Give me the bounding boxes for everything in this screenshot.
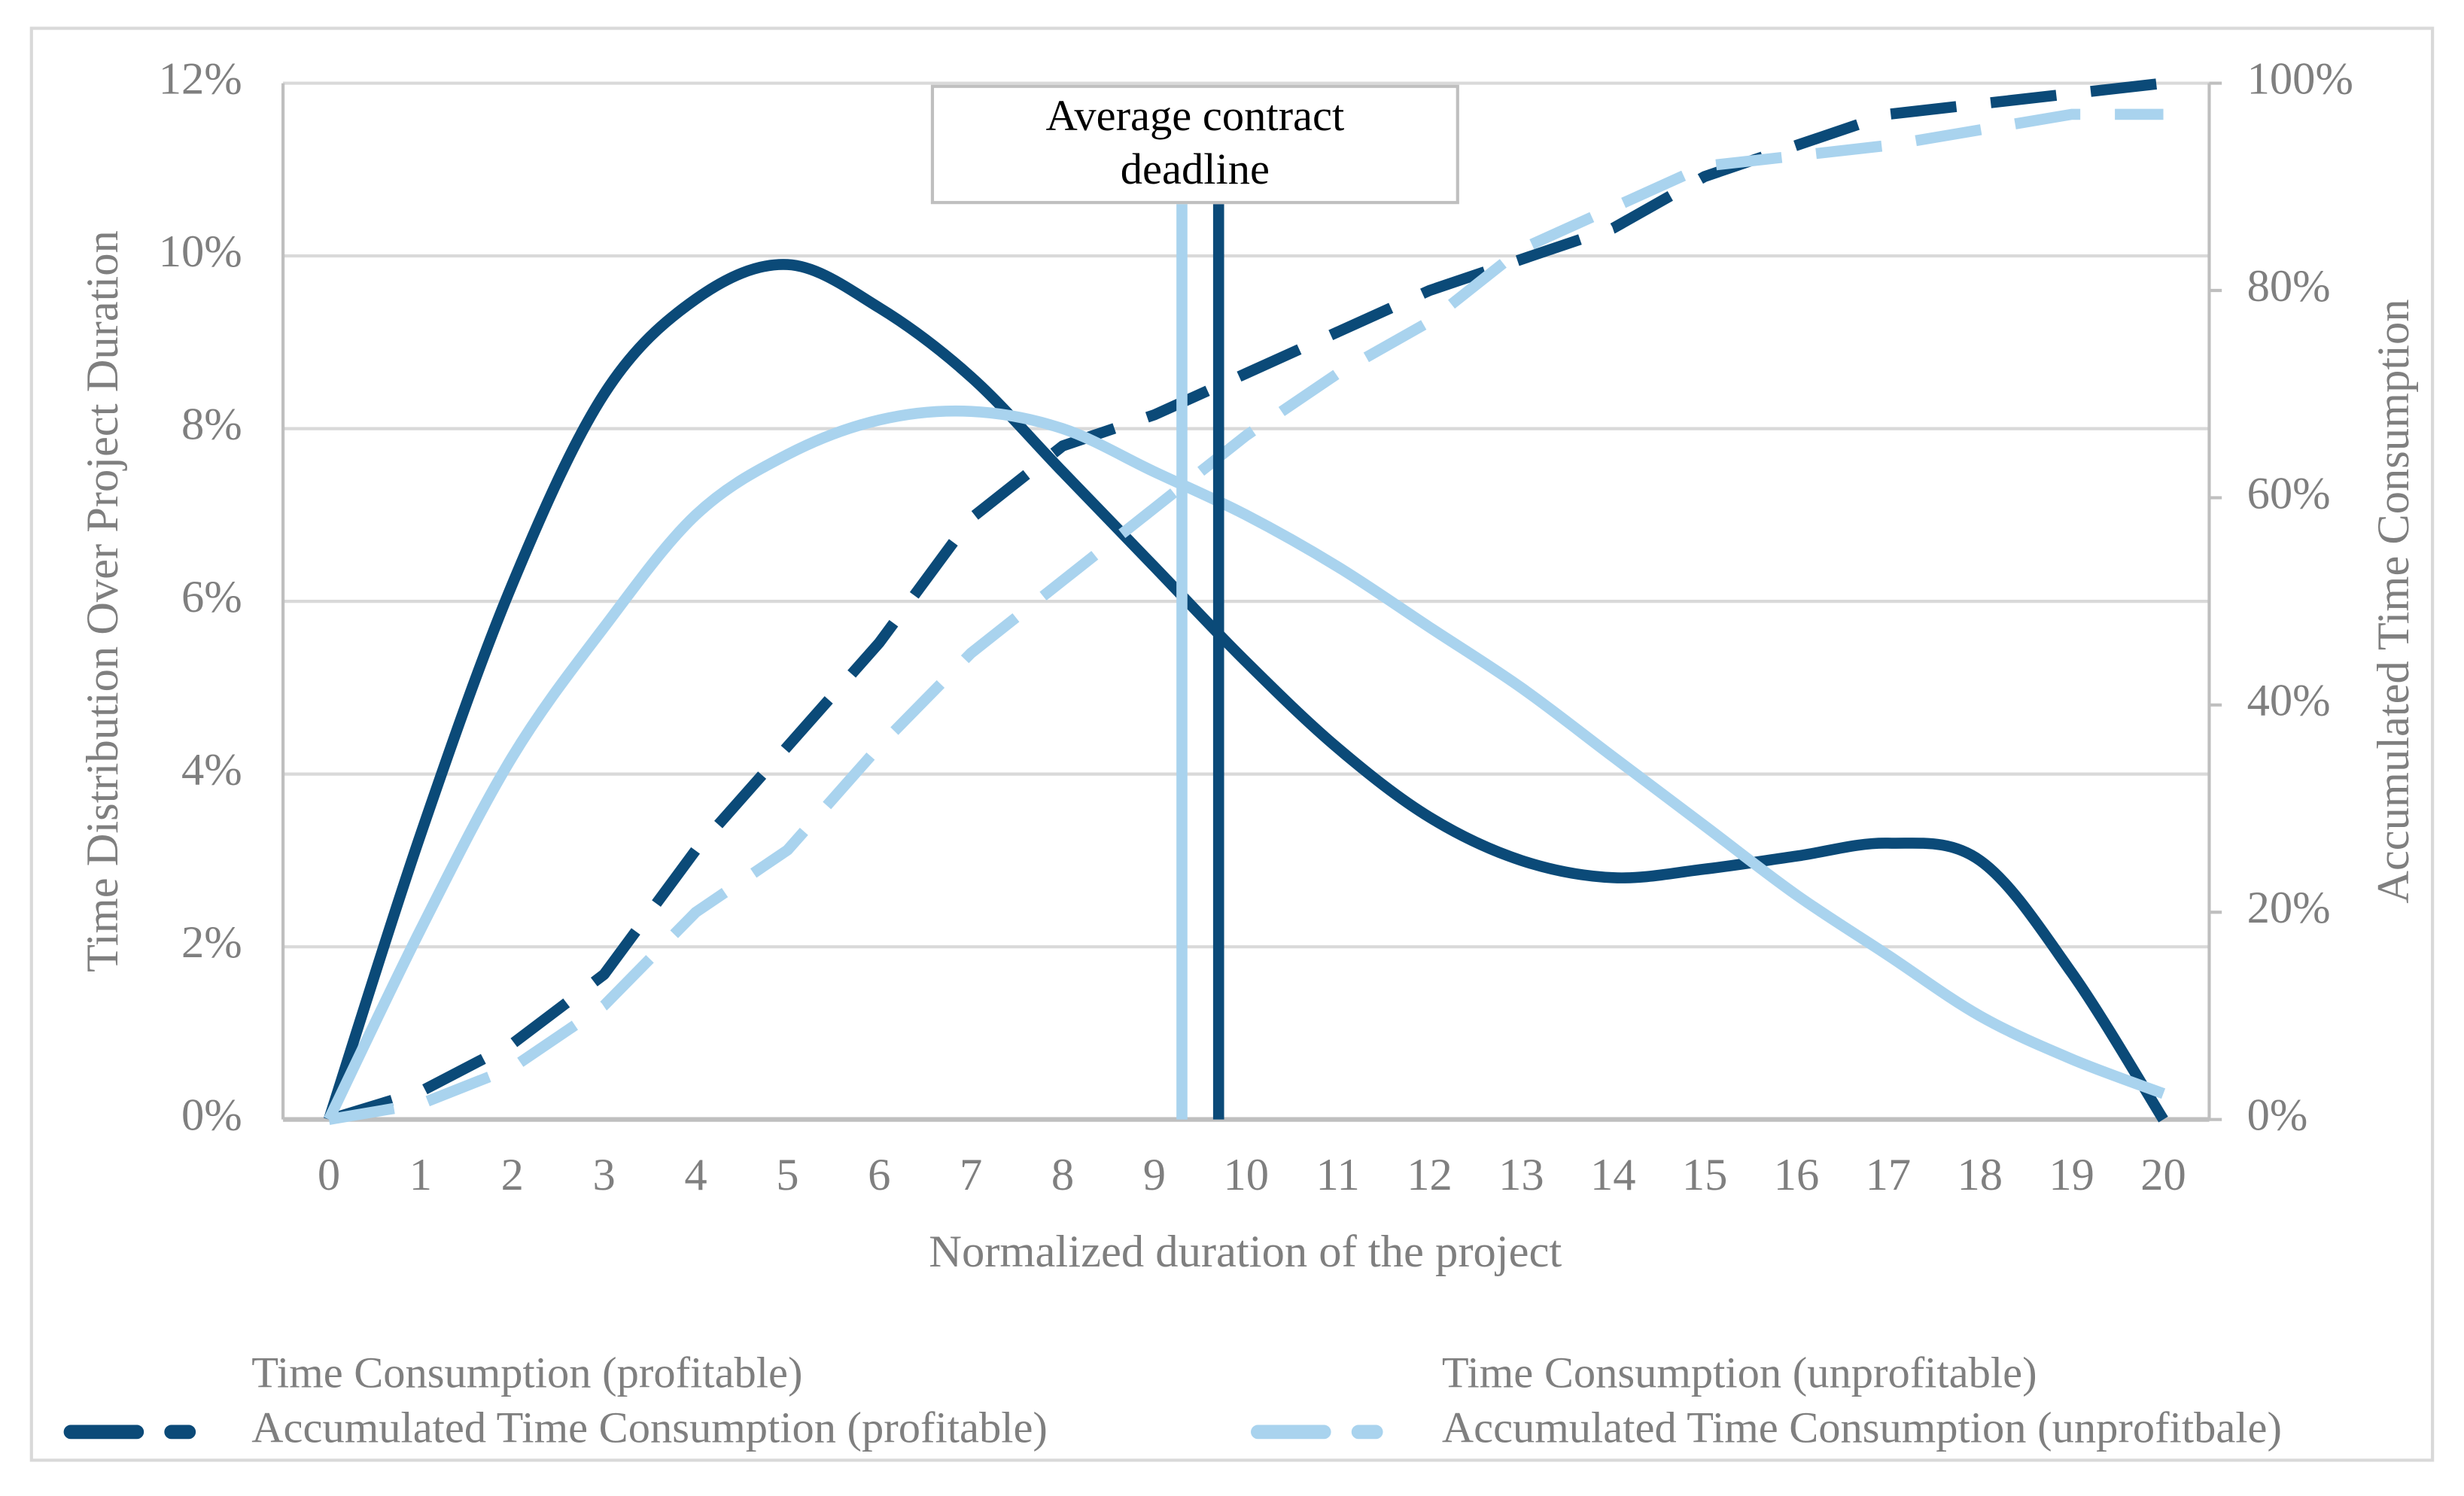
y2-tick-label: 60% xyxy=(2247,468,2331,518)
y-tick-label: 0% xyxy=(181,1090,242,1141)
y-tick-label: 10% xyxy=(159,227,242,277)
x-tick-label: 20 xyxy=(2140,1150,2186,1200)
y-tick-label: 12% xyxy=(159,54,242,105)
x-tick-label: 2 xyxy=(501,1150,524,1200)
line xyxy=(324,405,2166,1122)
x-tick-label: 9 xyxy=(1143,1150,1166,1200)
x-tick-label: 1 xyxy=(409,1150,432,1200)
legend-label: Accumulated Time Consumption (profitable… xyxy=(251,1403,1048,1452)
x-tick-label: 8 xyxy=(1051,1150,1074,1200)
y-tick-label: 2% xyxy=(181,917,242,968)
y2-axis-title: Accumulated Time Consumption xyxy=(2368,300,2419,904)
x-tick-label: 5 xyxy=(776,1150,799,1200)
x-tick-label: 7 xyxy=(960,1150,982,1200)
x-tick-label: 18 xyxy=(1957,1150,2003,1200)
y2-tick-label: 100% xyxy=(2247,54,2353,105)
x-axis-title: Normalized duration of the project xyxy=(929,1227,1562,1277)
x-tick-label: 17 xyxy=(1866,1150,1912,1200)
x-tick-label: 15 xyxy=(1682,1150,1728,1200)
y2-tick-label: 20% xyxy=(2247,883,2331,933)
x-tick-label: 12 xyxy=(1407,1150,1453,1200)
x-tick-label: 3 xyxy=(592,1150,615,1200)
y2-tick-label: 40% xyxy=(2247,676,2331,726)
x-tick-label: 13 xyxy=(1498,1150,1544,1200)
dashed-line xyxy=(327,78,2164,1125)
x-tick-label: 10 xyxy=(1223,1150,1269,1200)
dashed-line xyxy=(327,108,2164,1125)
grid xyxy=(283,81,2210,949)
line xyxy=(324,259,2168,1123)
x-tick-label: 4 xyxy=(684,1150,707,1200)
chart-border xyxy=(29,26,2435,1462)
y-tick-label: 8% xyxy=(181,400,242,450)
annotation: Average contract deadline xyxy=(930,84,1459,205)
y2-tick-label: 0% xyxy=(2247,1090,2308,1141)
x-tick-label: 14 xyxy=(1590,1150,1636,1200)
legend-label: Accumulated Time Consumption (unprofitba… xyxy=(1442,1403,2282,1452)
x-tick-label: 0 xyxy=(318,1150,340,1200)
y-tick-label: 6% xyxy=(181,572,242,622)
legend-label: Time Consumption (unprofitable) xyxy=(1442,1348,2037,1397)
y2-tick-label: 80% xyxy=(2247,261,2331,312)
x-tick-label: 11 xyxy=(1316,1150,1359,1200)
y-axis-title: Time Distribution Over Project Duration xyxy=(78,230,128,972)
x-tick-label: 19 xyxy=(2049,1150,2094,1200)
y-tick-label: 4% xyxy=(181,745,242,795)
x-tick-label: 16 xyxy=(1774,1150,1820,1200)
x-tick-label: 6 xyxy=(868,1150,890,1200)
legend-label: Time Consumption (profitable) xyxy=(251,1348,802,1397)
